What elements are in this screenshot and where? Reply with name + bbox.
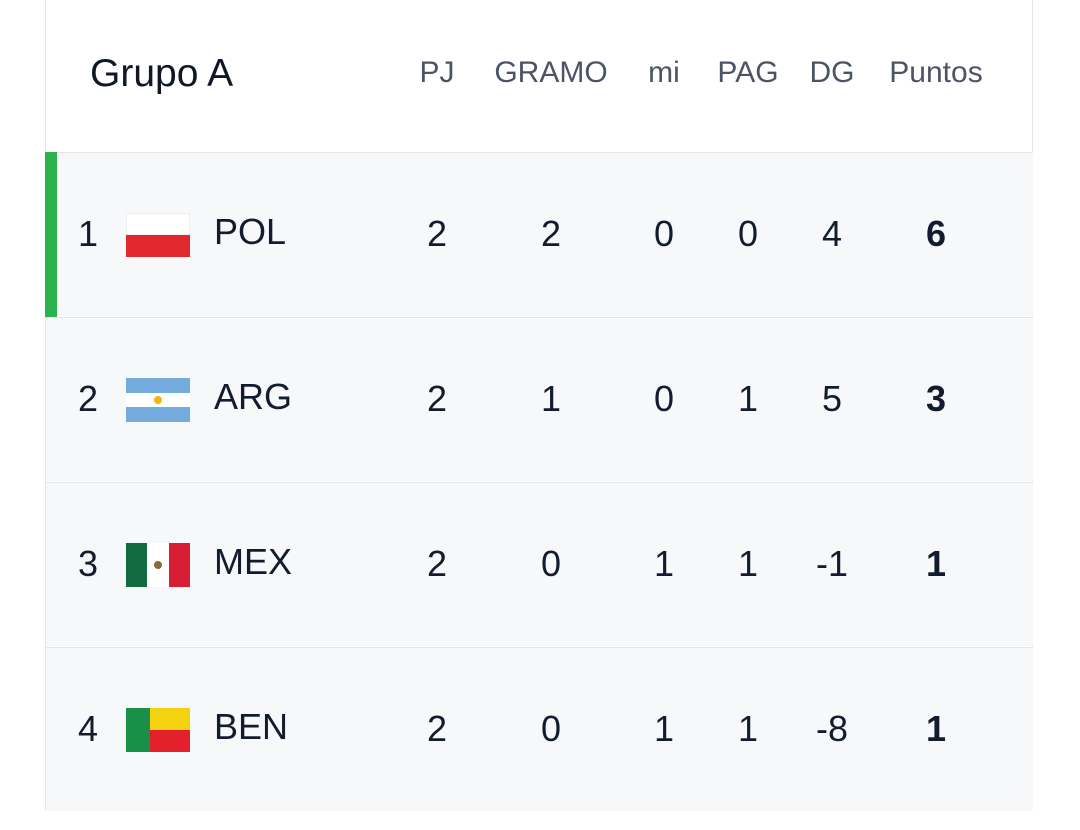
stat-cell: 1	[925, 708, 947, 749]
stat-cell: 2	[426, 378, 448, 419]
stat-cell: 1	[737, 708, 759, 749]
stat-cell: 0	[737, 213, 759, 254]
team-code: ARG	[214, 376, 293, 417]
column-header: PJ	[419, 56, 455, 89]
stat-cell: -8	[815, 708, 849, 749]
team-code: MEX	[214, 541, 293, 582]
table-row	[46, 317, 1033, 481]
table-row	[46, 647, 1033, 811]
stat-cell: 1	[540, 378, 562, 419]
team-code: BEN	[214, 706, 289, 747]
team-code: POL	[214, 211, 287, 252]
flag-mex	[126, 543, 190, 587]
stat-cell: 0	[653, 213, 675, 254]
stat-cell: 2	[426, 543, 448, 584]
stat-cell: 2	[426, 708, 448, 749]
rank: 3	[78, 543, 99, 584]
stat-cell: 1	[653, 543, 675, 584]
stat-cell: 1	[653, 708, 675, 749]
stat-cell: 0	[540, 543, 562, 584]
stat-cell: 1	[737, 543, 759, 584]
column-header: Puntos	[889, 56, 983, 89]
table-row	[46, 482, 1033, 646]
column-header: GRAMO	[494, 56, 608, 89]
stat-cell: 2	[540, 213, 562, 254]
rank: 2	[78, 378, 99, 419]
table-row	[46, 152, 1033, 316]
stat-cell: 0	[653, 378, 675, 419]
stat-cell: 1	[925, 543, 947, 584]
stat-cell: 6	[925, 213, 947, 254]
stat-cell: 5	[821, 378, 843, 419]
stat-cell: 0	[540, 708, 562, 749]
rank: 4	[78, 708, 99, 749]
leader-indicator	[45, 152, 57, 317]
column-header: mi	[648, 56, 680, 89]
stat-cell: 2	[426, 213, 448, 254]
flag-pol	[126, 213, 190, 257]
column-header: PAG	[717, 56, 779, 89]
stat-cell: 1	[737, 378, 759, 419]
group-title: Grupo A	[90, 52, 234, 95]
flag-arg	[126, 378, 190, 422]
stat-cell: 4	[821, 213, 843, 254]
column-header: DG	[809, 56, 855, 89]
rank: 1	[78, 213, 99, 254]
flag-ben	[126, 708, 190, 752]
stat-cell: 3	[925, 378, 947, 419]
stat-cell: -1	[815, 543, 849, 584]
